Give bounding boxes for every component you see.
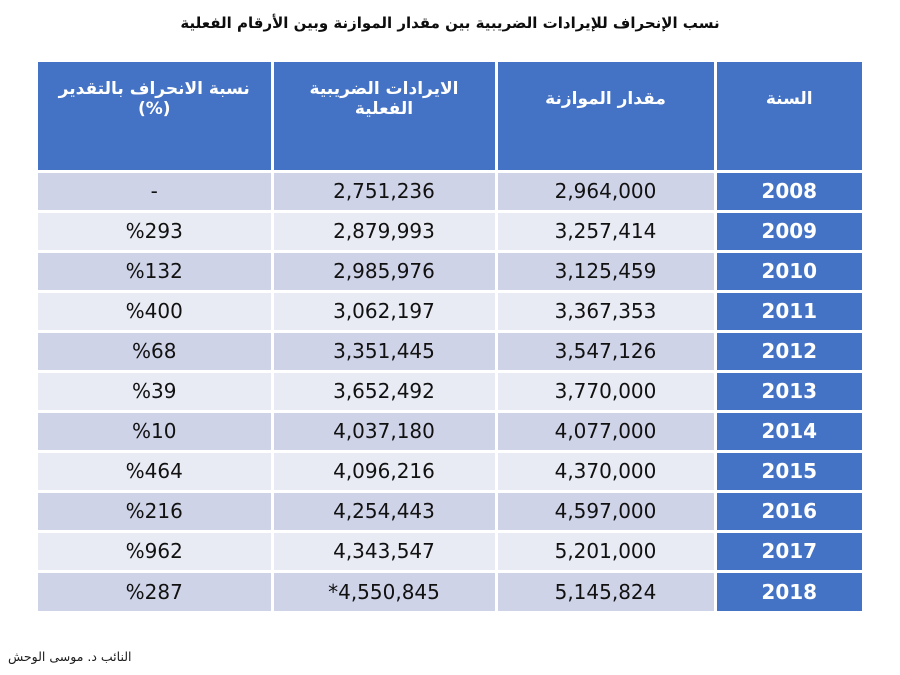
cell-actual: 3,351,445	[270, 329, 498, 373]
cell-actual: *4,550,845	[270, 569, 498, 611]
table-row: 2010 3,125,459 2,985,976 %132	[38, 249, 862, 293]
cell-year: 2015	[713, 449, 862, 493]
cell-deviation: %39	[38, 369, 274, 413]
cell-deviation: %287	[38, 569, 274, 611]
cell-budget: 4,597,000	[494, 489, 717, 533]
cell-budget: 5,201,000	[494, 529, 717, 573]
cell-budget: 2,964,000	[494, 169, 717, 213]
table-row: 2012 3,547,126 3,351,445 %68	[38, 329, 862, 373]
cell-year: 2013	[713, 369, 862, 413]
cell-budget: 3,367,353	[494, 289, 717, 333]
column-header-deviation-percent: نسبة الانحراف بالتقدير (%)	[38, 62, 274, 173]
cell-deviation: %68	[38, 329, 274, 373]
cell-deviation: -	[38, 169, 274, 213]
cell-budget: 3,547,126	[494, 329, 717, 373]
cell-actual: 4,096,216	[270, 449, 498, 493]
cell-deviation: %293	[38, 209, 274, 253]
cell-year: 2008	[713, 169, 862, 213]
cell-year: 2017	[713, 529, 862, 573]
cell-actual: 4,037,180	[270, 409, 498, 453]
cell-deviation: %10	[38, 409, 274, 453]
cell-actual: 3,652,492	[270, 369, 498, 413]
cell-actual: 4,254,443	[270, 489, 498, 533]
column-header-budget: مقدار الموازنة	[494, 62, 717, 173]
cell-deviation: %962	[38, 529, 274, 573]
cell-year: 2010	[713, 249, 862, 293]
cell-budget: 3,257,414	[494, 209, 717, 253]
cell-year: 2009	[713, 209, 862, 253]
cell-year: 2016	[713, 489, 862, 533]
cell-deviation: %400	[38, 289, 274, 333]
page-title: نسب الإنحراف للإيرادات الضريبية بين مقدا…	[180, 14, 720, 32]
cell-deviation: %132	[38, 249, 274, 293]
column-header-actual-revenue: الايرادات الضريبية الفعلية	[270, 62, 498, 173]
author-credit: النائب د. موسى الوحش	[8, 649, 132, 664]
cell-year: 2014	[713, 409, 862, 453]
table-row: 2015 4,370,000 4,096,216 %464	[38, 449, 862, 493]
table-row: 2016 4,597,000 4,254,443 %216	[38, 489, 862, 533]
cell-actual: 4,343,547	[270, 529, 498, 573]
table-row: 2009 3,257,414 2,879,993 %293	[38, 209, 862, 253]
cell-actual: 3,062,197	[270, 289, 498, 333]
table-row: 2013 3,770,000 3,652,492 %39	[38, 369, 862, 413]
table-row: 2014 4,077,000 4,037,180 %10	[38, 409, 862, 453]
cell-budget: 3,770,000	[494, 369, 717, 413]
cell-deviation: %464	[38, 449, 274, 493]
cell-year: 2012	[713, 329, 862, 373]
header-row: السنة مقدار الموازنة الايرادات الضريبية …	[38, 62, 862, 173]
cell-actual: 2,879,993	[270, 209, 498, 253]
table-row: 2008 2,964,000 2,751,236-	[38, 169, 862, 213]
cell-year: 2011	[713, 289, 862, 333]
deviation-table: السنة مقدار الموازنة الايرادات الضريبية …	[38, 62, 862, 611]
table-body: 2008 2,964,000 2,751,236-2009 3,257,414 2,87…	[38, 169, 862, 611]
cell-budget: 5,145,824	[494, 569, 717, 611]
table-row: 2011 3,367,353 3,062,197 %400	[38, 289, 862, 333]
column-header-year: السنة	[713, 62, 862, 173]
cell-budget: 4,370,000	[494, 449, 717, 493]
cell-deviation: %216	[38, 489, 274, 533]
table-row: 2018 5,145,824 *4,550,845 %287	[38, 569, 862, 611]
cell-actual: 2,985,976	[270, 249, 498, 293]
cell-budget: 3,125,459	[494, 249, 717, 293]
cell-actual: 2,751,236	[270, 169, 498, 213]
table-header: السنة مقدار الموازنة الايرادات الضريبية …	[38, 62, 862, 173]
cell-year: 2018	[713, 569, 862, 611]
table-row: 2017 5,201,000 4,343,547 %962	[38, 529, 862, 573]
cell-budget: 4,077,000	[494, 409, 717, 453]
